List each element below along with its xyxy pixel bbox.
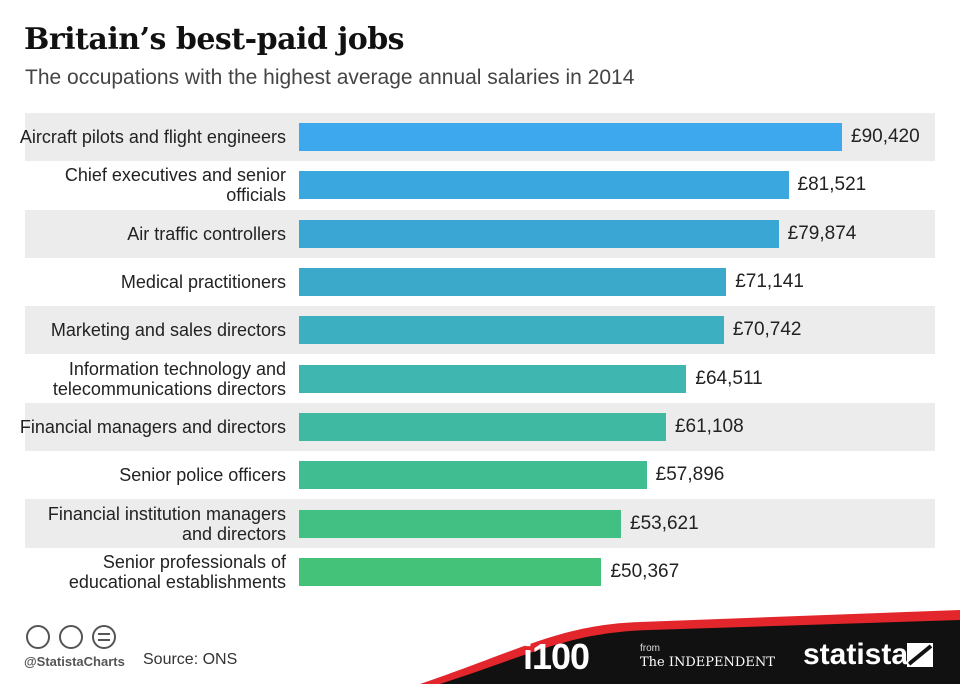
value-label: £70,742 — [732, 319, 802, 341]
value-label: £50,367 — [610, 560, 680, 582]
value-label: £71,141 — [735, 271, 804, 293]
category-label: Chief executives and senior officials — [64, 165, 286, 206]
bar — [299, 219, 779, 248]
category-label: Marketing and sales directors — [50, 320, 286, 341]
category-label: Air traffic controllers — [127, 223, 286, 244]
category-label: Senior professionals of educational esta… — [68, 551, 286, 592]
bar — [299, 268, 727, 297]
value-label: £90,420 — [851, 126, 920, 148]
value-label: £79,874 — [787, 222, 857, 244]
chart-subtitle: The occupations with the highest average… — [25, 66, 635, 89]
value-label: £57,896 — [655, 464, 725, 486]
value-label: £81,521 — [797, 174, 867, 196]
by-icon — [59, 625, 83, 649]
footer-paper: The INDEPENDENT — [640, 655, 775, 670]
value-label: £64,511 — [695, 367, 763, 389]
footer-source: Source: ONS — [143, 651, 238, 668]
statista-logo-mark — [907, 643, 933, 667]
category-label: Senior police officers — [119, 465, 286, 486]
footer-brand: i100 — [523, 636, 590, 677]
bar — [299, 171, 789, 200]
category-label: Information technology and telecommunica… — [52, 358, 286, 399]
bar — [299, 412, 666, 441]
bar — [299, 316, 724, 345]
category-label: Aircraft pilots and flight engineers — [19, 127, 286, 148]
category-label: Financial institution managers and direc… — [47, 503, 286, 544]
category-label: Financial managers and directors — [19, 416, 286, 437]
bar — [299, 364, 687, 393]
footer-handle: @StatistaCharts — [24, 654, 125, 669]
bar — [299, 557, 602, 586]
footer-logo: statista — [803, 638, 909, 671]
bar — [299, 123, 842, 152]
value-label: £53,621 — [630, 512, 699, 534]
footer-from: from — [640, 643, 660, 654]
cc-icon — [26, 625, 50, 649]
nd-icon — [92, 625, 116, 649]
category-label: Medical practitioners — [120, 272, 286, 293]
value-label: £61,108 — [674, 415, 744, 437]
statista-logo-slash — [907, 644, 933, 666]
bar — [299, 509, 621, 538]
bar — [299, 461, 647, 490]
chart-title: Britain’s best-paid jobs — [24, 22, 405, 57]
